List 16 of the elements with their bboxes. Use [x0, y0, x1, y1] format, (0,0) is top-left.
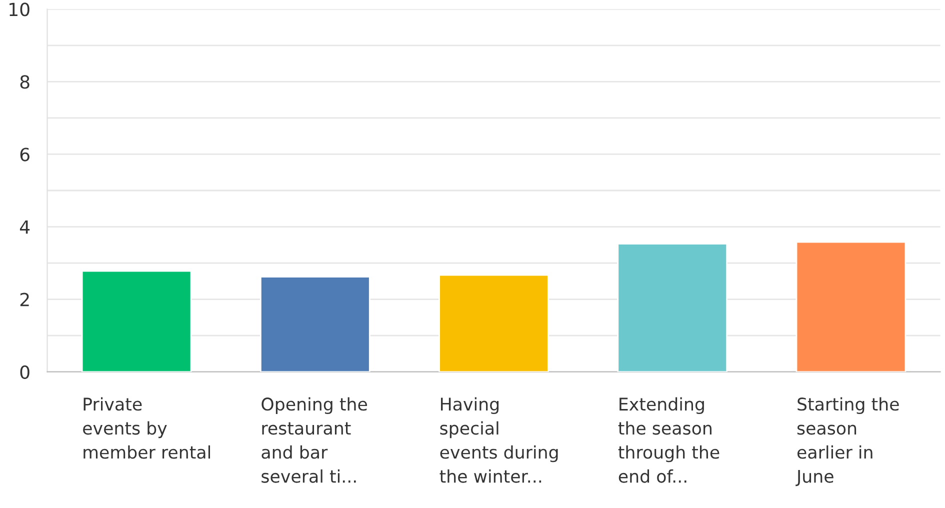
bar	[796, 241, 906, 372]
bar	[617, 243, 728, 372]
y-tick-label: 4	[20, 220, 30, 234]
y-tick-label: 2	[20, 292, 29, 306]
x-tick-label: Having special events during the winter...	[440, 397, 558, 483]
y-tick-label: 10	[10, 2, 30, 16]
x-tick-label: Opening the restaurant and bar several ti...	[262, 397, 367, 483]
x-tick-label: Private events by member rental	[83, 397, 210, 459]
bar	[438, 274, 549, 372]
y-tick-label: 8	[20, 75, 30, 89]
y-tick-label: 0	[20, 365, 30, 379]
bar	[81, 270, 192, 372]
x-tick-label: Starting the season earlier in June	[796, 397, 899, 486]
y-tick-label: 6	[20, 148, 30, 162]
x-tick-label: Extending the season through the end of...	[618, 397, 720, 483]
bar	[260, 276, 370, 372]
